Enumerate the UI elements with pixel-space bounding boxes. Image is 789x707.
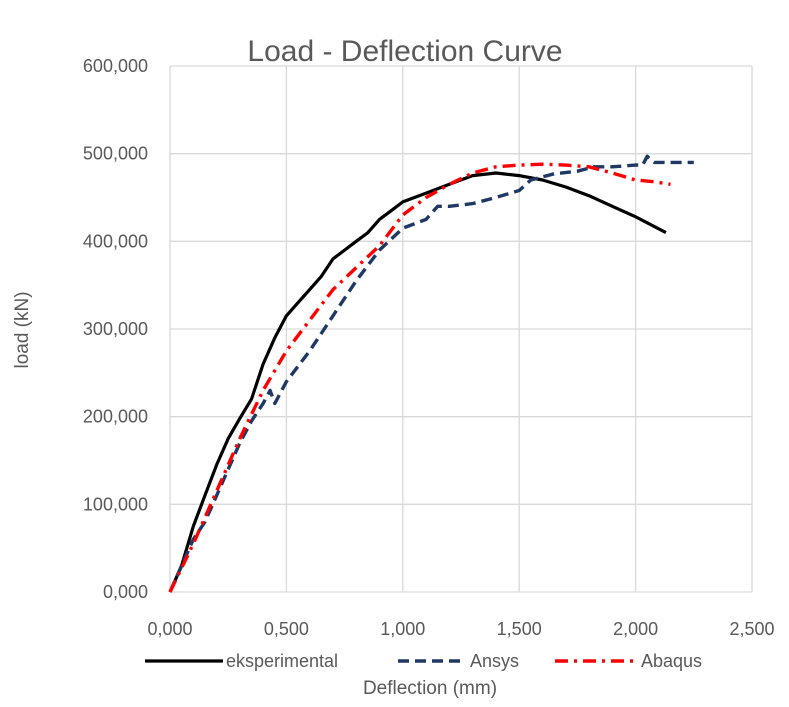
chart-title: Load - Deflection Curve (247, 35, 562, 68)
y-tick-label: 500,000 (83, 144, 148, 164)
x-tick-label: 0,500 (264, 619, 309, 639)
y-tick-labels: 0,000 100,000 200,000 300,000 400,000 500,000… (83, 56, 148, 602)
x-tick-labels: 0,000 0,500 1,000 1,500 2,000 2,500 (147, 619, 774, 639)
series-lines (168, 154, 694, 593)
x-tick-label: 1,500 (497, 619, 542, 639)
y-tick-label: 200,000 (83, 407, 148, 427)
series-line-abaqus (168, 162, 671, 593)
x-tick-label: 0,000 (147, 619, 192, 639)
x-tick-label: 2,500 (729, 619, 774, 639)
legend-item-eksperimental: eksperimental (145, 651, 338, 671)
legend-label: Abaqus (641, 651, 702, 671)
series-line-ansys (168, 154, 694, 593)
y-tick-label: 100,000 (83, 494, 148, 514)
y-tick-label: 0,000 (103, 582, 148, 602)
x-axis-title: Deflection (mm) (363, 678, 497, 699)
legend-label: eksperimental (226, 651, 338, 671)
gridlines (169, 65, 753, 593)
x-tick-label: 1,000 (380, 619, 425, 639)
legend-item-abaqus: Abaqus (555, 651, 702, 671)
y-axis-title: load (kN) (12, 291, 33, 368)
x-tick-label: 2,000 (613, 619, 658, 639)
legend-item-ansys: Ansys (398, 651, 519, 671)
legend: eksperimental Ansys Abaqus (145, 651, 702, 671)
y-tick-label: 600,000 (83, 56, 148, 76)
legend-label: Ansys (470, 651, 519, 671)
series-line-eksperimental (168, 171, 667, 593)
y-tick-label: 300,000 (83, 319, 148, 339)
y-tick-label: 400,000 (83, 231, 148, 251)
